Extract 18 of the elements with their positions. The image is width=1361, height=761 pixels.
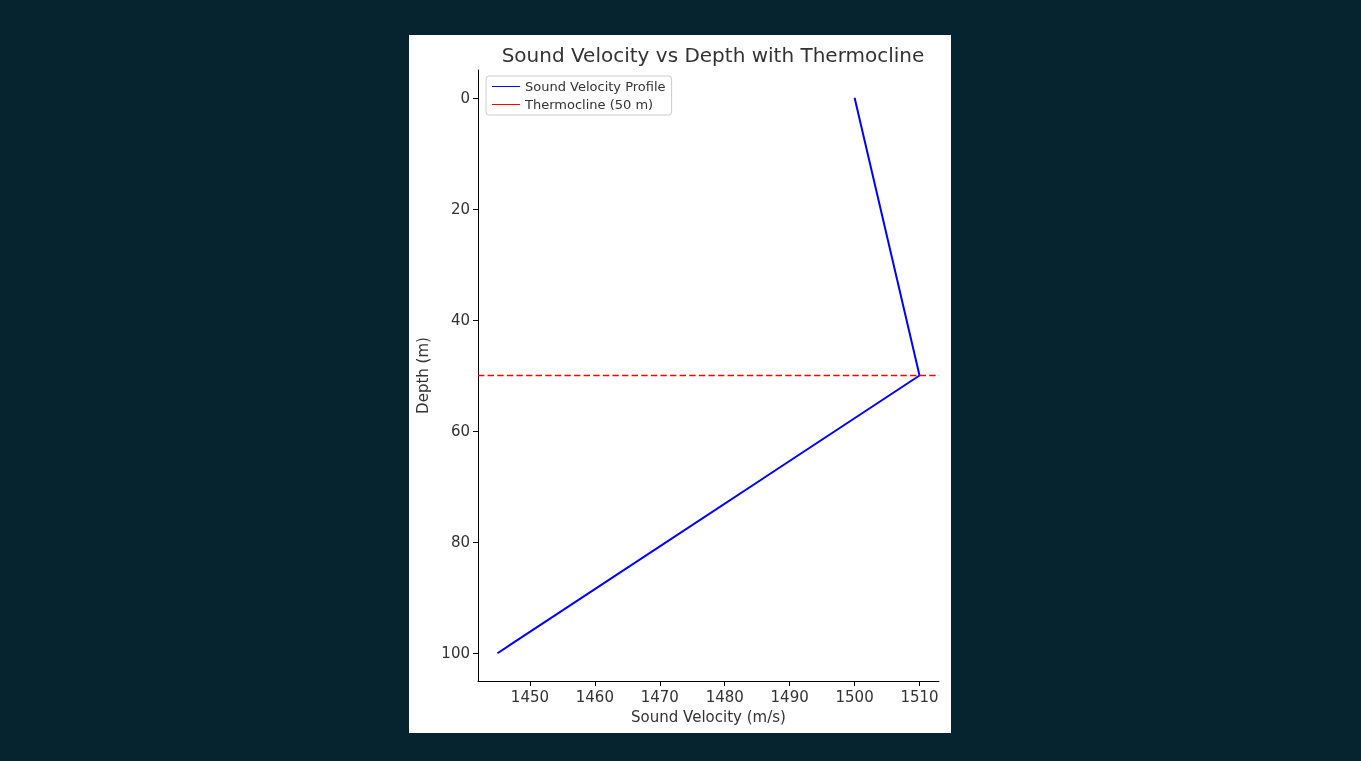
x-tick-label: 1450 <box>510 687 550 706</box>
y-axis-title: Depth (m) <box>413 337 432 414</box>
legend-label: Thermocline (50 m) <box>524 97 654 112</box>
chart-title: Sound Velocity vs Depth with Thermocline <box>501 43 925 67</box>
y-tick-label: 80 <box>450 533 470 552</box>
x-tick-label: 1470 <box>640 687 679 706</box>
x-tick-label: 1490 <box>770 687 809 706</box>
y-tick-label: 0 <box>460 88 470 107</box>
legend-label: Sound Velocity Profile <box>525 79 666 94</box>
x-tick-label: 1480 <box>705 687 744 706</box>
y-tick-label: 40 <box>450 310 470 329</box>
x-axis-title: Sound Velocity (m/s) <box>631 707 786 726</box>
y-tick-label: 100 <box>441 644 470 663</box>
y-tick-label: 60 <box>450 422 470 441</box>
x-tick-label: 1510 <box>900 687 939 706</box>
y-tick-label: 20 <box>450 199 470 218</box>
x-tick-label: 1500 <box>835 687 874 706</box>
x-tick-label: 1460 <box>575 687 614 706</box>
